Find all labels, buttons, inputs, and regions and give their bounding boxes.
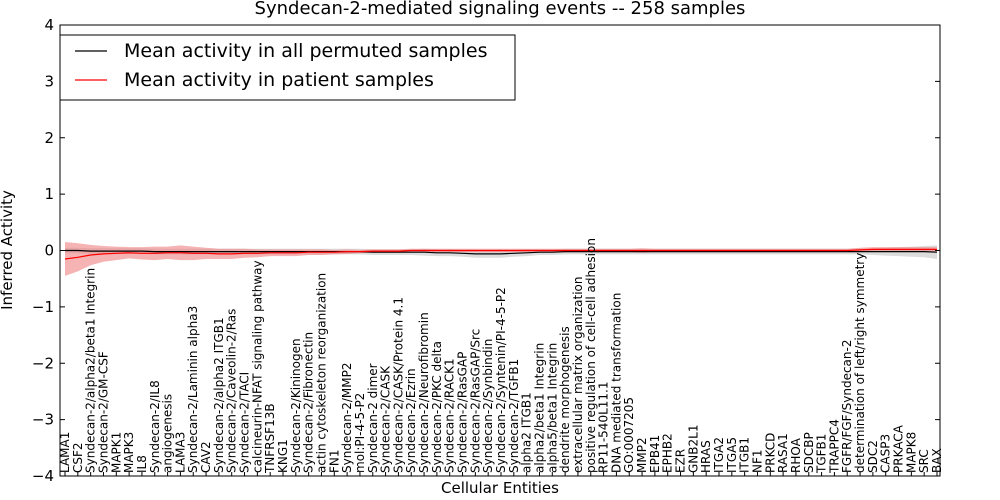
x-tick-label: MAPK3 — [122, 432, 136, 473]
x-tick-label: TRAPPC4 — [827, 419, 841, 474]
y-axis: 4 3 2 1 0 −1 −2 −3 −4 — [32, 16, 940, 485]
x-tick-label: alpha2 ITGB1 — [520, 392, 534, 473]
x-tick-label: LAMA3 — [173, 432, 187, 473]
x-tick-label: Syndecan-2/alpha2/beta1 Integrin — [84, 268, 98, 473]
x-tick-label: Syndecan-2/CASK — [379, 365, 393, 473]
x-tick-label: BAX — [930, 448, 944, 473]
x-tick-label: Syndecan-2/IL8 — [148, 380, 162, 473]
x-tick-label: ITGA5 — [725, 437, 739, 473]
x-tick-label: RP11-540L11.1 — [597, 382, 611, 473]
y-tick-label: 2 — [44, 129, 54, 147]
x-tick-label: EZR — [674, 449, 688, 473]
x-tick-label: PRKACA — [892, 424, 906, 473]
x-tick-label: Syndecan-2/Neurofibromin — [417, 312, 431, 473]
x-tick-label: Syndecan-2/TGFB1 — [507, 359, 521, 473]
y-tick-label: −2 — [32, 354, 54, 372]
x-tick-label: angiogenesis — [161, 394, 175, 473]
x-tick-label: alpha5/beta1 Integrin — [545, 343, 559, 473]
x-axis-label: Cellular Entities — [441, 479, 559, 497]
x-tick-label: Syndecan-2/RasGAP — [456, 352, 470, 473]
x-tick-label: NF1 — [751, 449, 765, 473]
y-tick-label: 1 — [44, 185, 54, 203]
x-tick-label: Syndecan-2/MMP2 — [340, 363, 354, 473]
y-tick-label: −4 — [32, 467, 54, 485]
x-tick-label: dendrite morphogenesis — [558, 326, 572, 473]
x-tick-label: Syndecan-2/Fibronectin — [302, 332, 316, 473]
x-tick-label: calcineurin-NFAT signaling pathway — [250, 260, 264, 473]
legend-box — [59, 34, 516, 101]
x-tick-label: CAV2 — [199, 441, 213, 473]
x-tick-label: Syndecan-2/RasGAP/Src — [468, 329, 482, 473]
x-tick-label: Syndecan-2/Ezrin — [404, 368, 418, 473]
x-tick-label: Syndecan-2/TACI — [238, 372, 252, 473]
x-tick-label: actin cytoskeleton reorganization — [315, 273, 329, 473]
x-tick-label: mol:PI-4-5-P2 — [353, 393, 367, 473]
x-tick-label: HRAS — [699, 440, 713, 473]
legend-label-patient: Mean activity in patient samples — [124, 69, 434, 91]
x-tick-label: SRC — [917, 449, 931, 473]
x-tick-label: MMP2 — [635, 437, 649, 473]
y-tick-label: −3 — [32, 411, 54, 429]
y-axis-label: Inferred Activity — [0, 190, 16, 310]
x-tick-label: TGFB1 — [815, 434, 829, 474]
x-tick-label: Syndecan-2/Caveolin-2/Ras — [225, 309, 239, 473]
legend: Mean activity in all permuted samples Me… — [59, 34, 516, 101]
x-tick-label: Syndecan-2/alpha2 ITGB1 — [212, 317, 226, 473]
x-tick-label: PRKCD — [763, 433, 777, 473]
x-tick-label: Syndecan-2/GM-CSF — [97, 351, 111, 473]
x-tick-label: determination of left/right symmetry — [853, 253, 867, 473]
x-tick-label: ITGB1 — [738, 437, 752, 473]
x-tick-label: extracellular matrix organization — [571, 277, 585, 474]
x-tick-label: DNA mediated transformation — [609, 293, 623, 473]
x-tick-label: EPHB2 — [661, 433, 675, 473]
x-tick-label: ITGA2 — [712, 437, 726, 473]
x-tick-label: positive regulation of cell-cell adhesio… — [584, 238, 598, 473]
x-tick-label: FN1 — [327, 449, 341, 473]
x-tick-label: CASP3 — [879, 434, 893, 473]
x-tick-label: RASA1 — [776, 433, 790, 473]
x-tick-label: MAPK8 — [904, 432, 918, 473]
x-tick-label: SDC2 — [866, 440, 880, 473]
x-tick-label: Syndecan-2/PKC delta — [430, 341, 444, 473]
x-tick-label: EPB41 — [648, 435, 662, 473]
chart-title: Syndecan-2-mediated signaling events -- … — [255, 0, 746, 19]
x-tick-label: RHOA — [789, 437, 803, 473]
x-tick-label: TNFRSF13B — [263, 403, 277, 474]
x-tick-label: SDCBP — [802, 432, 816, 473]
y-tick-label: −1 — [32, 298, 54, 316]
x-tick-label: KNG1 — [276, 439, 290, 473]
x-tick-label: Syndecan-2/CASK/Protein 4.1 — [391, 297, 405, 473]
line-permuted — [65, 249, 938, 255]
x-tick-label: Syndecan-2/Kininogen — [289, 338, 303, 473]
series-lines — [64, 248, 938, 260]
x-tick-label: IL8 — [135, 455, 149, 473]
legend-label-permuted: Mean activity in all permuted samples — [124, 40, 487, 62]
y-tick-label: 3 — [44, 72, 54, 90]
x-tick-label: GO:0007205 — [622, 397, 636, 473]
x-tick-label: alpha2/beta1 Integrin — [533, 343, 547, 473]
y-tick-label: 4 — [44, 16, 54, 34]
y-tick-label: 0 — [44, 242, 54, 260]
line-patient — [64, 248, 937, 260]
x-tick-label: GNB2L1 — [686, 425, 700, 473]
x-tick-label: Syndecan-2/Laminin alpha3 — [186, 306, 200, 473]
x-tick-label: Syndecan-2/RACK1 — [443, 358, 457, 473]
x-tick-label: Syndecan-2 dimer — [366, 363, 380, 473]
x-tick-label: FGFR/FGF/Syndecan-2 — [840, 340, 854, 473]
x-tick-label: LAMA1 — [58, 432, 72, 473]
x-tick-label: MAPK1 — [109, 432, 123, 473]
x-tick-label: Syndecan-2/Syntenin/PI-4-5-P2 — [494, 287, 508, 473]
x-tick-label: CSF2 — [71, 442, 85, 473]
x-tick-label: Syndecan-2/Synbindin — [481, 339, 495, 473]
